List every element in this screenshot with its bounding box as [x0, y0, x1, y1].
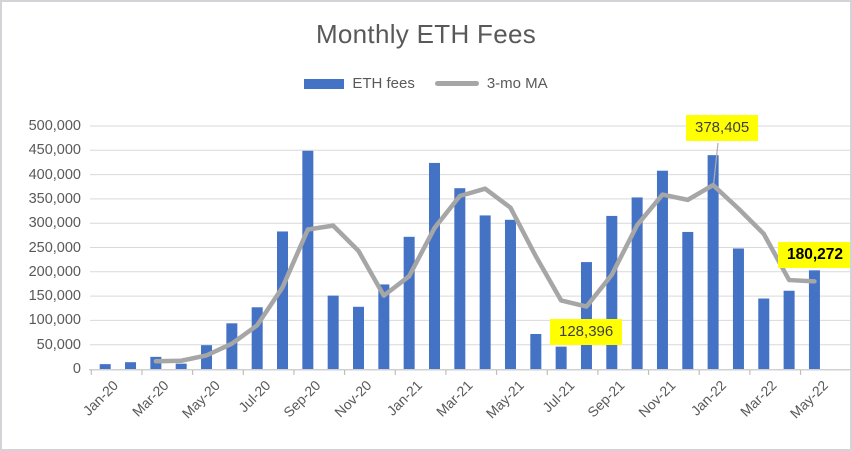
- y-axis-label-150000: 150,000: [28, 288, 81, 305]
- x-axis-label-Jan-22: Jan-22: [687, 377, 730, 419]
- y-axis-label-350000: 350,000: [28, 190, 81, 207]
- bar-May-21[interactable]: [504, 219, 516, 369]
- bar-Sep-21[interactable]: [606, 215, 618, 369]
- y-axis-label-50000: 50,000: [36, 336, 81, 353]
- bar-May-22[interactable]: [808, 270, 820, 369]
- bar-Jul-21[interactable]: [555, 346, 567, 369]
- bar-Apr-20[interactable]: [175, 363, 187, 369]
- x-axis-label-Sep-21: Sep-21: [584, 377, 628, 421]
- bar-Aug-21[interactable]: [580, 262, 592, 369]
- bar-Jan-20[interactable]: [99, 364, 111, 369]
- y-axis-label-100000: 100,000: [28, 312, 81, 329]
- bar-Mar-22[interactable]: [758, 298, 770, 369]
- legend-label-3mo-ma: 3-mo MA: [486, 75, 548, 92]
- chart-title: Monthly ETH Fees: [315, 19, 537, 49]
- x-axis-label-Mar-22: Mar-22: [737, 377, 780, 420]
- x-axis-label-Mar-20: Mar-20: [129, 377, 172, 420]
- bar-Apr-21[interactable]: [479, 215, 491, 369]
- bar-Feb-22[interactable]: [732, 248, 744, 369]
- x-axis-label-Nov-20: Nov-20: [331, 377, 375, 421]
- bar-Nov-20[interactable]: [353, 306, 364, 369]
- bar-Sep-20[interactable]: [302, 150, 314, 369]
- bar-Oct-20[interactable]: [327, 295, 339, 369]
- line-series-swatch-icon: [434, 81, 479, 86]
- bar-Jul-20[interactable]: [251, 307, 263, 369]
- bar-series-swatch-icon: [304, 78, 345, 89]
- x-axis-label-Jul-21: Jul-21: [538, 377, 578, 416]
- legend-item-3mo-ma[interactable]: 3-mo MA: [434, 75, 548, 92]
- data-label-ma-may22: 180,272: [778, 242, 850, 268]
- y-axis-label-0: 0: [72, 361, 81, 377]
- bar-Dec-21[interactable]: [682, 231, 694, 369]
- x-axis-label-Nov-21: Nov-21: [635, 377, 679, 421]
- ma-line: [153, 182, 817, 364]
- y-axis-label-400000: 400,000: [28, 166, 81, 183]
- bar-Dec-20[interactable]: [378, 284, 390, 369]
- bar-Nov-21[interactable]: [656, 170, 668, 369]
- y-axis-label-250000: 250,000: [28, 239, 81, 256]
- bar-Mar-21[interactable]: [454, 188, 466, 369]
- x-axis-label-Sep-20: Sep-20: [280, 377, 324, 421]
- y-axis-label-500000: 500,000: [28, 118, 81, 134]
- bar-Jan-21[interactable]: [403, 236, 415, 369]
- x-axis-label-Mar-21: Mar-21: [433, 377, 476, 420]
- callout-leader-line: [712, 142, 719, 186]
- legend: ETH fees 3-mo MA: [2, 75, 850, 92]
- y-axis-label-200000: 200,000: [28, 263, 81, 280]
- bar-Aug-20[interactable]: [277, 231, 289, 369]
- bar-Feb-20[interactable]: [125, 362, 137, 369]
- x-axis-label-Jan-21: Jan-21: [383, 377, 426, 419]
- legend-item-eth-fees[interactable]: ETH fees: [304, 75, 415, 92]
- bar-Oct-21[interactable]: [631, 197, 643, 369]
- plot-area: [89, 125, 850, 375]
- data-label-ma-aug21: 128,396: [550, 319, 623, 345]
- y-axis-label-450000: 450,000: [28, 142, 81, 159]
- x-axis-label-Jan-20: Jan-20: [79, 377, 122, 419]
- bar-Feb-21[interactable]: [428, 162, 440, 369]
- x-axis-label-May-20: May-20: [178, 377, 223, 422]
- bar-Apr-22[interactable]: [783, 290, 795, 369]
- bar-Jan-22[interactable]: [707, 155, 719, 369]
- x-axis-label-Jul-20: Jul-20: [235, 377, 274, 416]
- x-axis-label-May-22: May-22: [786, 377, 831, 422]
- y-axis-label-300000: 300,000: [28, 215, 81, 232]
- bar-Jun-21[interactable]: [530, 334, 542, 369]
- x-axis-label-May-21: May-21: [482, 377, 527, 422]
- data-label-ma-jan22: 378,405: [686, 115, 759, 141]
- legend-label-eth-fees: ETH fees: [352, 75, 415, 92]
